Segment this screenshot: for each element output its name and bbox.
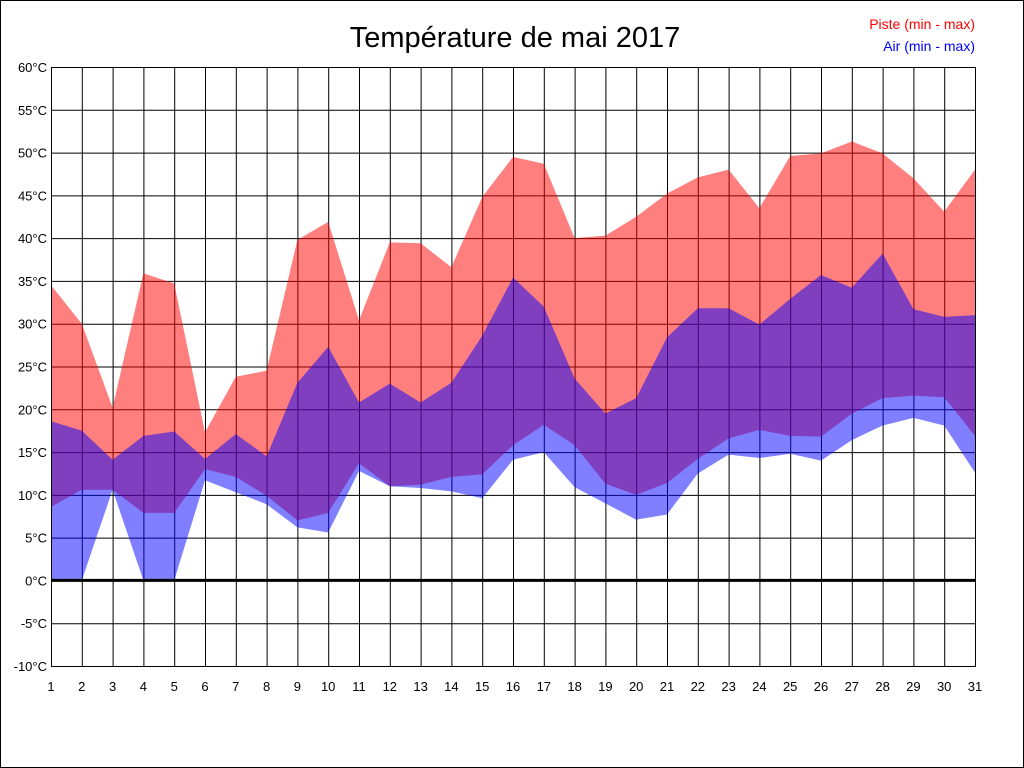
x-tick-label: 5 — [171, 679, 178, 694]
area-series — [51, 141, 975, 581]
y-tick-label: -5°C — [21, 616, 47, 631]
x-tick-label: 31 — [968, 679, 982, 694]
x-tick-label: 18 — [567, 679, 581, 694]
y-tick-label: 55°C — [18, 103, 47, 118]
y-tick-label: 20°C — [18, 402, 47, 417]
y-tick-labels: -10°C -5°C 0°C 5°C 10°C 15°C 20°C 25°C 30°C 35°C 4… — [14, 60, 47, 674]
x-tick-label: 28 — [875, 679, 889, 694]
x-tick-label: 9 — [294, 679, 301, 694]
x-tick-label: 12 — [383, 679, 397, 694]
x-tick-label: 1 — [47, 679, 54, 694]
y-tick-label: 15°C — [18, 445, 47, 460]
x-tick-label: 25 — [783, 679, 797, 694]
axes — [51, 67, 976, 667]
y-tick-label: -10°C — [14, 659, 47, 674]
x-tick-label: 4 — [140, 679, 147, 694]
y-tick-label: 60°C — [18, 60, 47, 75]
x-tick-labels: 1 2 3 4 5 6 7 8 9 10 11 12 13 14 15 16 17 18 19 20 21 22 23 24 2… — [47, 679, 982, 694]
x-tick-label: 13 — [413, 679, 427, 694]
x-tick-label: 20 — [629, 679, 643, 694]
x-tick-label: 14 — [444, 679, 458, 694]
x-tick-label: 27 — [845, 679, 859, 694]
y-tick-label: 10°C — [18, 488, 47, 503]
x-tick-label: 8 — [263, 679, 270, 694]
y-tick-label: 25°C — [18, 360, 47, 375]
x-tick-label: 23 — [721, 679, 735, 694]
x-tick-label: 29 — [906, 679, 920, 694]
y-tick-label: 35°C — [18, 274, 47, 289]
y-tick-label: 45°C — [18, 188, 47, 203]
x-tick-label: 17 — [537, 679, 551, 694]
x-tick-label: 21 — [660, 679, 674, 694]
x-tick-label: 22 — [691, 679, 705, 694]
x-tick-label: 15 — [475, 679, 489, 694]
legend-piste: Piste (min - max) — [869, 16, 975, 32]
y-tick-label: 40°C — [18, 231, 47, 246]
x-tick-label: 26 — [814, 679, 828, 694]
y-tick-label: 5°C — [25, 531, 47, 546]
x-tick-label: 3 — [109, 679, 116, 694]
x-tick-label: 30 — [937, 679, 951, 694]
legend-air: Air (min - max) — [883, 38, 975, 54]
area-air — [51, 253, 975, 581]
x-tick-label: 2 — [78, 679, 85, 694]
x-tick-label: 19 — [598, 679, 612, 694]
y-tick-label: 50°C — [18, 146, 47, 161]
x-tick-label: 6 — [201, 679, 208, 694]
x-tick-label: 16 — [506, 679, 520, 694]
x-tick-label: 11 — [352, 679, 366, 694]
y-tick-label: 30°C — [18, 317, 47, 332]
x-tick-label: 24 — [752, 679, 766, 694]
plot-border — [51, 67, 976, 667]
x-tick-label: 7 — [232, 679, 239, 694]
y-tick-label: 0°C — [25, 573, 47, 588]
chart-title: Température de mai 2017 — [350, 22, 680, 54]
x-tick-label: 10 — [321, 679, 335, 694]
